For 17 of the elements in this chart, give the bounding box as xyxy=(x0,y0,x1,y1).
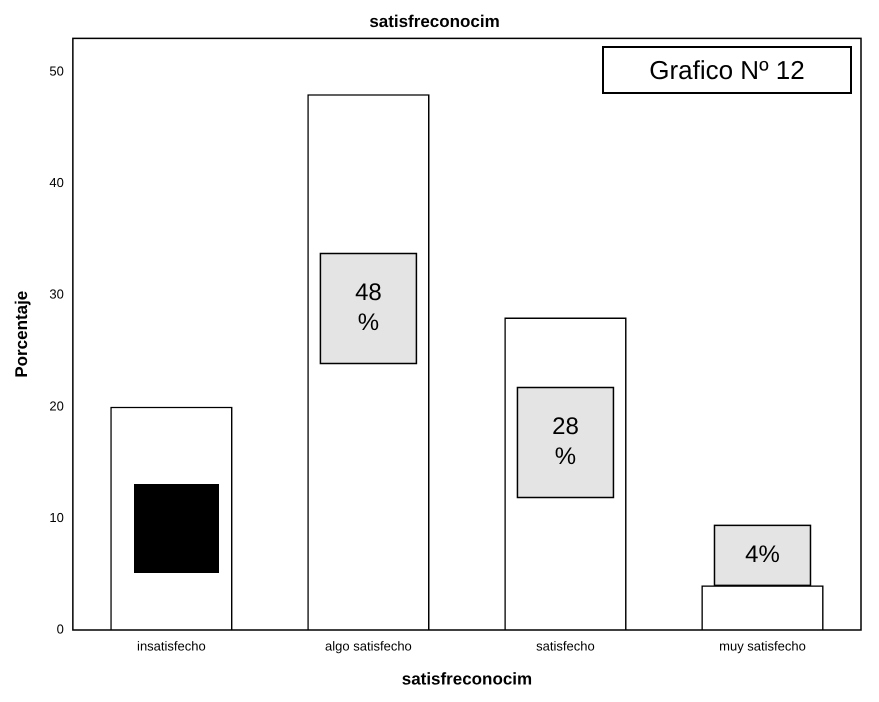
x-tick-label: insatisfecho xyxy=(137,638,206,654)
data-label: 48 % xyxy=(355,279,382,336)
y-tick-label: 20 xyxy=(49,398,64,414)
y-tick-label: 10 xyxy=(49,510,64,525)
x-tick-label: muy satisfecho xyxy=(719,638,806,654)
y-tick-label: 0 xyxy=(56,622,64,637)
data-label: 28 % xyxy=(552,413,579,470)
y-tick-label: 50 xyxy=(49,63,64,78)
x-axis-title: satisfreconocim xyxy=(402,669,532,688)
y-axis-title: Porcentaje xyxy=(12,290,31,378)
chart-title: satisfreconocim xyxy=(369,12,500,31)
x-tick-label: algo satisfecho xyxy=(325,638,412,654)
data-label: 4% xyxy=(745,540,780,568)
x-tick-label: satisfecho xyxy=(536,638,595,654)
annotation: Grafico Nº 12 xyxy=(602,46,852,94)
y-tick-label: 30 xyxy=(49,286,64,302)
y-tick-label: 40 xyxy=(49,175,64,190)
